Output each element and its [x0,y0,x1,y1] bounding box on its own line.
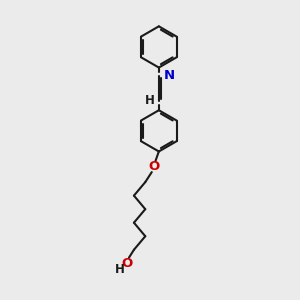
Text: N: N [164,69,175,82]
Text: O: O [121,256,132,269]
Text: O: O [148,160,159,173]
Text: H: H [145,94,154,107]
Text: H: H [115,263,125,276]
